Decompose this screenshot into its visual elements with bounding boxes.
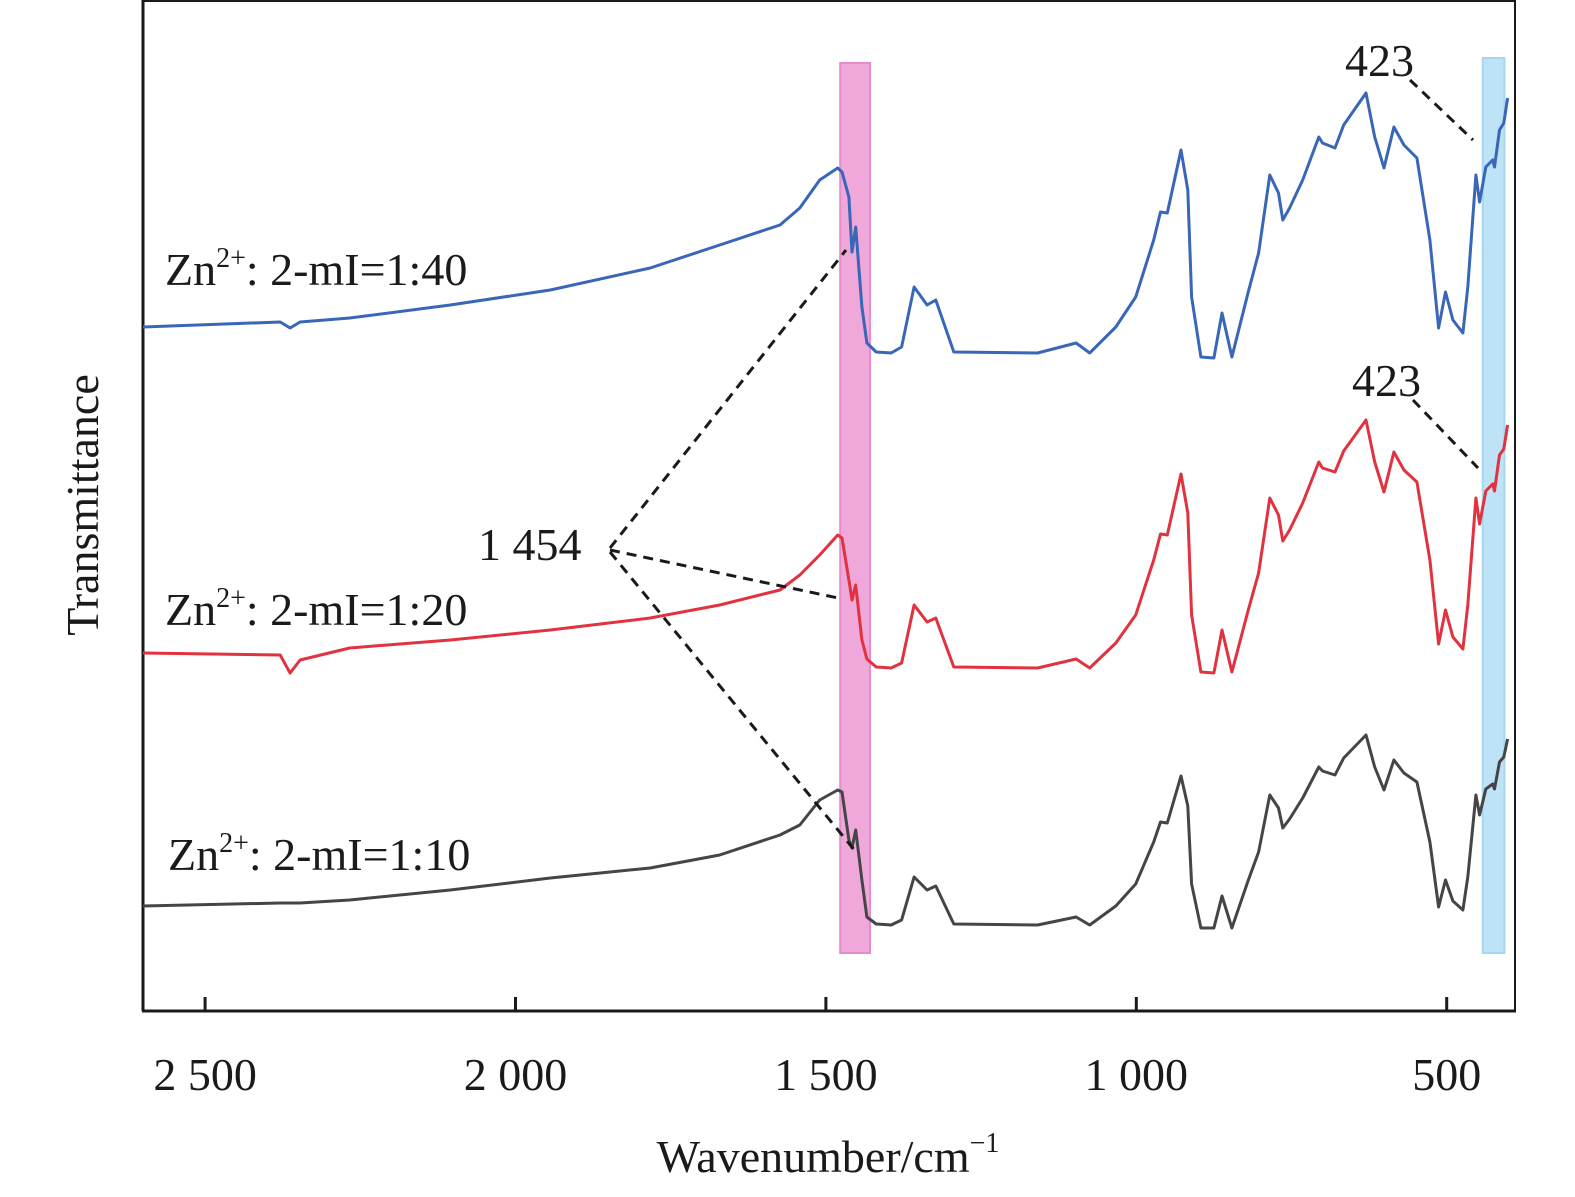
- highlight-band-423: [1481, 57, 1506, 954]
- annotation-1454: 1 454: [478, 519, 582, 570]
- x-tick-label: 2 000: [464, 1049, 568, 1100]
- x-axis-label: Wavenumber/cm−1: [657, 1128, 1000, 1182]
- x-tick-label: 1 000: [1085, 1049, 1189, 1100]
- x-tick-label: 500: [1412, 1049, 1481, 1100]
- plot-frame: [141, 0, 1516, 1013]
- leader-1454-bottom: [608, 551, 858, 853]
- series-line-2: [142, 733, 1510, 930]
- annotation-423-middle: 423: [1352, 355, 1421, 406]
- leader-1454-top: [608, 249, 848, 549]
- leader-423-top: [1408, 78, 1475, 142]
- annotation-423-top: 423: [1345, 35, 1414, 86]
- leader-1454-middle: [609, 548, 839, 600]
- series-label-1-10: Zn2+: 2-mI=1:10: [168, 828, 470, 880]
- series-line-0: [142, 91, 1510, 360]
- annotation-leaders: [608, 78, 1480, 853]
- x-ticks: 2 500 2 000 1 500 1 000 500: [153, 997, 1481, 1100]
- series-line-1: [142, 418, 1510, 675]
- y-axis-label: Transmittance: [57, 374, 108, 636]
- series-label-1-40: Zn2+: 2-mI=1:40: [165, 243, 467, 295]
- x-tick-label: 2 500: [153, 1049, 257, 1100]
- series-group: [142, 91, 1510, 930]
- x-tick-label: 1 500: [774, 1049, 878, 1100]
- series-label-1-20: Zn2+: 2-mI=1:20: [165, 583, 467, 635]
- leader-423-middle: [1411, 398, 1480, 470]
